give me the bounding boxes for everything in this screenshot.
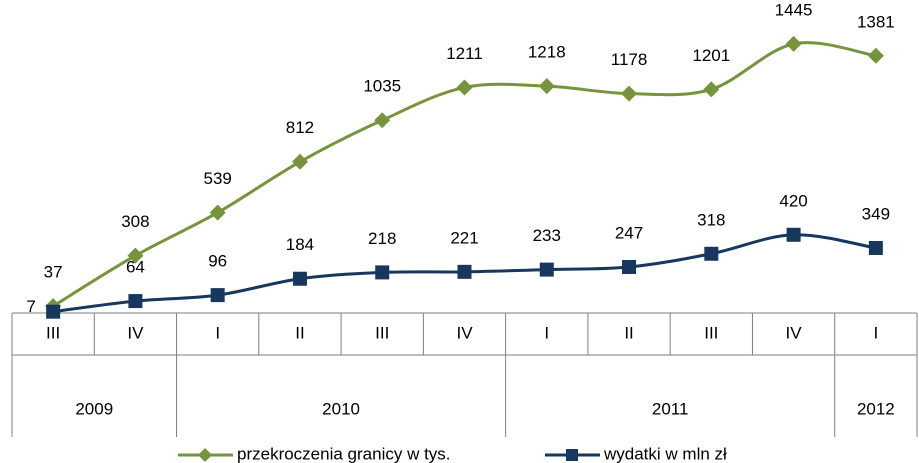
marker (46, 304, 61, 319)
marker (622, 259, 637, 274)
x-tick-label: II (295, 323, 304, 342)
x-tick-label: I (215, 323, 220, 342)
data-label: 184 (286, 235, 314, 254)
data-label: 37 (44, 263, 63, 282)
data-label: 420 (779, 191, 807, 210)
data-label: 7 (26, 297, 35, 316)
data-label: 539 (203, 169, 231, 188)
year-label: 2009 (75, 399, 113, 418)
marker (621, 85, 638, 102)
data-label: 247 (615, 223, 643, 242)
data-label: 1381 (857, 12, 895, 31)
x-tick-label: III (375, 323, 389, 342)
x-tick-label: IV (786, 323, 803, 342)
year-label: 2010 (322, 399, 360, 418)
marker (539, 262, 554, 277)
data-label: 1218 (528, 43, 566, 62)
marker (210, 288, 225, 303)
x-tick-label: I (544, 323, 549, 342)
x-tick-label: III (46, 323, 60, 342)
x-tick-label: IV (456, 323, 473, 342)
marker (457, 264, 472, 279)
marker (538, 78, 555, 95)
legend-label: wydatki w mln zł (603, 444, 727, 463)
x-tick-label: IV (127, 323, 144, 342)
data-label: 221 (450, 228, 478, 247)
x-tick-label: II (624, 323, 633, 342)
data-label: 1445 (775, 0, 813, 19)
data-label: 96 (208, 252, 227, 271)
marker (292, 271, 307, 286)
data-label: 318 (697, 210, 725, 229)
data-label: 64 (126, 258, 145, 277)
marker (291, 153, 308, 170)
data-label: 308 (121, 212, 149, 231)
x-tick-label: I (873, 323, 878, 342)
data-label: 233 (533, 226, 561, 245)
marker (456, 79, 473, 96)
marker (868, 240, 883, 255)
data-label: 218 (368, 229, 396, 248)
data-label: 1035 (363, 77, 401, 96)
data-label: 1201 (692, 46, 730, 65)
marker (128, 294, 143, 309)
data-label: 812 (286, 118, 314, 137)
year-label: 2012 (857, 399, 895, 418)
data-label: 1178 (611, 50, 648, 69)
marker (127, 247, 144, 264)
marker (209, 204, 226, 221)
marker (704, 246, 719, 261)
marker (867, 47, 884, 64)
data-label: 349 (862, 204, 890, 223)
legend-marker (566, 449, 578, 461)
marker (374, 112, 391, 129)
marker (375, 265, 390, 280)
legend-label: przekroczenia granicy w tys. (237, 444, 451, 463)
data-label: 1211 (446, 44, 483, 63)
legend-marker (198, 448, 212, 462)
marker (785, 35, 802, 52)
year-label: 2011 (652, 399, 689, 418)
marker (786, 227, 801, 242)
x-tick-label: III (704, 323, 718, 342)
marker (703, 81, 720, 98)
